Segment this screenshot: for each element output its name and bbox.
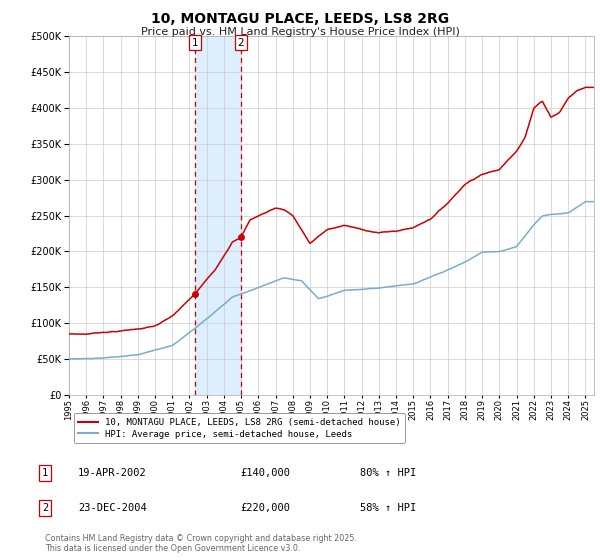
Text: 19-APR-2002: 19-APR-2002 (78, 468, 147, 478)
Text: 1: 1 (191, 38, 198, 48)
Text: 1: 1 (42, 468, 48, 478)
Text: 2: 2 (238, 38, 244, 48)
Text: 80% ↑ HPI: 80% ↑ HPI (360, 468, 416, 478)
Text: £140,000: £140,000 (240, 468, 290, 478)
Text: 23-DEC-2004: 23-DEC-2004 (78, 503, 147, 513)
Text: 10, MONTAGU PLACE, LEEDS, LS8 2RG: 10, MONTAGU PLACE, LEEDS, LS8 2RG (151, 12, 449, 26)
Text: 2: 2 (42, 503, 48, 513)
Text: Price paid vs. HM Land Registry's House Price Index (HPI): Price paid vs. HM Land Registry's House … (140, 27, 460, 37)
Text: Contains HM Land Registry data © Crown copyright and database right 2025.
This d: Contains HM Land Registry data © Crown c… (45, 534, 357, 553)
Bar (194, 36, 241, 395)
Text: £220,000: £220,000 (240, 503, 290, 513)
Text: 58% ↑ HPI: 58% ↑ HPI (360, 503, 416, 513)
Legend: 10, MONTAGU PLACE, LEEDS, LS8 2RG (semi-detached house), HPI: Average price, sem: 10, MONTAGU PLACE, LEEDS, LS8 2RG (semi-… (74, 413, 405, 443)
